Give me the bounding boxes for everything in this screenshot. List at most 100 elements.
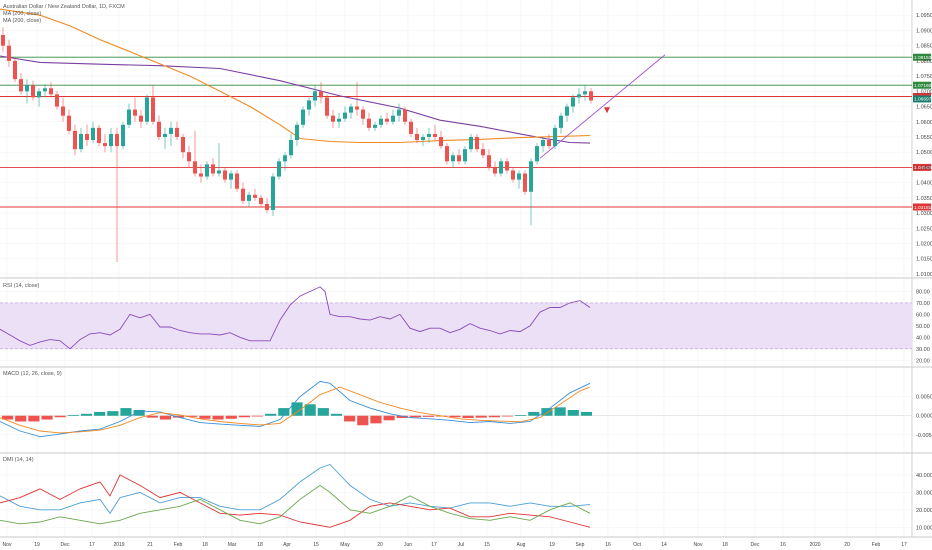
candle-body — [325, 97, 329, 116]
macd-histogram-bar — [462, 415, 474, 419]
macd-histogram-bar — [54, 415, 66, 418]
x-tick-label: 20 — [844, 542, 850, 548]
candle-body — [313, 91, 317, 101]
trendline — [539, 54, 666, 159]
candle-body — [61, 106, 65, 116]
candle-body — [121, 124, 125, 147]
candle-body — [265, 203, 269, 211]
x-tick-label: 14 — [661, 542, 667, 548]
level-price-label: 1.07160 — [914, 83, 932, 89]
x-tick-label: 15 — [313, 542, 319, 548]
candle-body — [235, 173, 239, 189]
macd-histogram-bar — [212, 415, 224, 420]
macd-histogram-bar — [265, 413, 277, 416]
dmi-line — [0, 484, 591, 525]
y-tick-label: 30.000 — [916, 490, 932, 496]
macd-histogram-bar — [146, 415, 158, 418]
x-tick-label: 21 — [147, 542, 153, 548]
x-tick-label: 16 — [780, 542, 786, 548]
macd-signal-line — [0, 386, 591, 434]
macd-histogram-bar — [120, 408, 132, 416]
macd-plot[interactable] — [0, 380, 912, 438]
macd-histogram-bar — [94, 411, 106, 416]
candle-body — [49, 88, 53, 95]
x-tick-label: 2019 — [113, 542, 124, 548]
candle-body — [361, 109, 365, 119]
candle-body — [571, 97, 575, 107]
candle-body — [79, 133, 83, 150]
candle-body — [553, 127, 557, 147]
candle-body — [31, 85, 35, 98]
candle-body — [445, 146, 449, 162]
candle-body — [109, 133, 113, 147]
candle-body — [127, 109, 131, 125]
y-tick-label: 1.06500 — [916, 105, 932, 111]
candle-body — [433, 133, 437, 137]
candle-body — [205, 164, 209, 177]
y-tick-label: 40.00 — [916, 335, 930, 341]
candle-body — [115, 133, 119, 147]
y-tick-label: 1.01500 — [916, 257, 932, 263]
candle-body — [199, 173, 203, 177]
candle-body — [517, 173, 521, 180]
candle-body — [355, 106, 359, 110]
macd-histogram-bar — [580, 411, 592, 416]
macd-histogram-bar — [317, 408, 329, 416]
x-tick-label: Mar — [228, 542, 237, 548]
candle-body — [19, 79, 23, 92]
candle-body — [301, 109, 305, 125]
candle-body — [415, 133, 419, 141]
macd-histogram-bar — [515, 414, 527, 416]
candle-body — [565, 106, 569, 116]
y-tick-label: 30.00 — [916, 347, 930, 353]
y-tick-label: 10.000 — [916, 525, 932, 531]
indicator-panels — [0, 0, 932, 538]
macd-histogram-bar — [344, 415, 356, 422]
candle-body — [529, 161, 533, 192]
candle-body — [379, 118, 383, 125]
candle-body — [37, 91, 41, 98]
macd-histogram-bar — [567, 410, 579, 416]
ma1-legend: MA (200, close) — [3, 11, 41, 17]
x-tick-label: Sep — [576, 542, 585, 548]
macd-histogram-bar — [173, 415, 185, 418]
y-tick-label: 1.03500 — [916, 196, 932, 202]
y-tick-label: 1.02500 — [916, 226, 932, 232]
dmi-plot[interactable] — [0, 463, 591, 528]
candle-body — [289, 140, 293, 156]
x-tick-label: Dec — [751, 542, 760, 548]
candle-body — [277, 161, 281, 177]
y-tick-label: 1.07500 — [916, 74, 932, 80]
y-tick-label: 1.05000 — [916, 150, 932, 156]
level-price-badge — [913, 203, 931, 211]
moving-average-line — [0, 55, 591, 144]
price-plot[interactable]: 1.081531.071601.068371.045401.031811.066… — [0, 8, 932, 262]
candle-body — [499, 161, 503, 174]
candle-body — [85, 133, 89, 141]
level-price-label: 1.04540 — [914, 165, 932, 171]
candle-body — [451, 155, 455, 162]
macd-histogram-bar — [330, 413, 343, 416]
candle-body — [229, 173, 233, 180]
x-tick-label: 18 — [257, 542, 263, 548]
candle-body — [217, 170, 221, 174]
candle-body — [349, 106, 353, 113]
y-tick-label: 50.00 — [916, 324, 930, 330]
candle-body — [307, 100, 311, 110]
grid-lines — [0, 0, 912, 537]
y-tick-label: 1.03000 — [916, 211, 932, 217]
candle-body — [91, 127, 95, 141]
macd-histogram-bar — [186, 415, 198, 417]
candle-body — [391, 115, 395, 122]
candle-body — [589, 91, 593, 101]
rsi-plot[interactable] — [0, 286, 912, 350]
x-tick-label: Apr — [283, 542, 291, 548]
candle-body — [247, 194, 251, 201]
macd-histogram-bar — [67, 414, 79, 416]
x-tick-label: 2020 — [809, 542, 820, 548]
candle-body — [55, 94, 59, 107]
x-tick-label: 16 — [605, 542, 611, 548]
moving-average-line — [0, 8, 591, 144]
